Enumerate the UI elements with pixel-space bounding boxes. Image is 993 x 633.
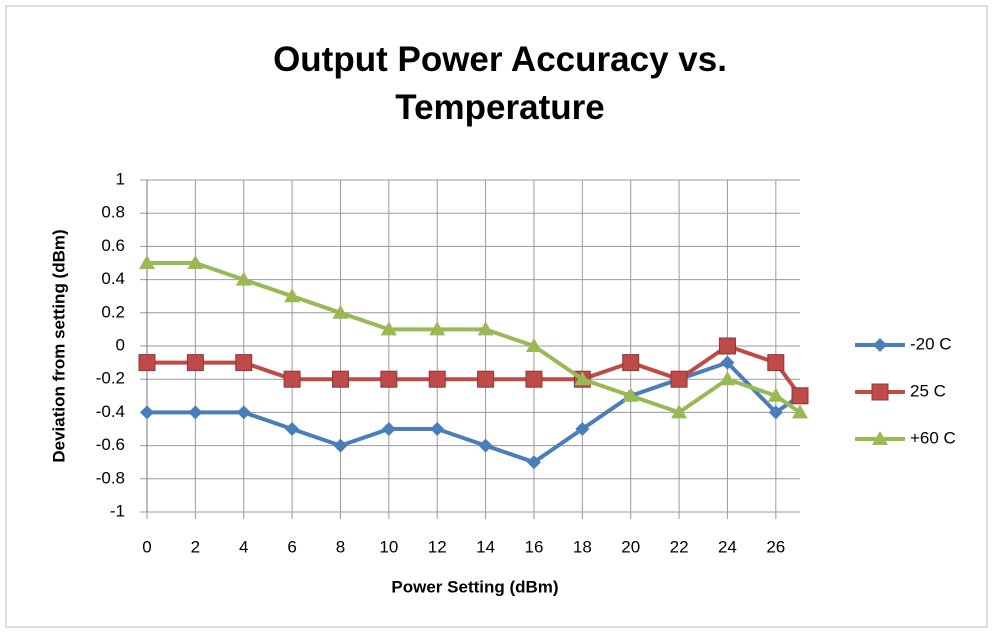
- point: [526, 455, 541, 470]
- point: [767, 354, 785, 372]
- chart-border: [5, 5, 988, 628]
- point: [792, 404, 808, 419]
- point: [525, 370, 543, 388]
- y-tick-label: 0.2: [101, 302, 125, 321]
- point: [622, 387, 639, 402]
- x-tick-label: 2: [191, 537, 200, 556]
- x-tick-label: 26: [766, 537, 785, 556]
- y-tick-label: -1: [110, 501, 125, 520]
- point: [768, 405, 783, 420]
- point: [332, 304, 349, 319]
- point: [381, 422, 396, 436]
- point: [670, 370, 688, 388]
- point: [188, 405, 203, 420]
- point: [719, 371, 736, 386]
- point: [235, 271, 252, 286]
- y-tick-label: -0.6: [96, 435, 125, 454]
- x-tick-label: 24: [718, 537, 737, 556]
- point: [380, 370, 398, 388]
- point: [574, 371, 591, 386]
- x-tick-label: 10: [379, 537, 398, 556]
- point: [718, 337, 736, 355]
- point: [575, 422, 590, 436]
- x-tick-label: 8: [336, 537, 345, 556]
- point: [139, 255, 155, 269]
- point: [333, 438, 348, 453]
- x-tick-label: 16: [525, 537, 544, 556]
- point: [478, 438, 493, 453]
- point: [525, 338, 542, 352]
- y-tick-label: 0.8: [101, 203, 125, 222]
- point: [791, 387, 809, 405]
- x-tick-label: 4: [239, 537, 248, 556]
- point: [671, 404, 688, 419]
- x-tick-label: 20: [621, 537, 640, 556]
- point: [236, 405, 251, 420]
- point: [429, 321, 446, 336]
- y-tick-label: 1: [116, 169, 125, 188]
- point: [767, 387, 784, 402]
- y-tick-label: 0.4: [101, 269, 125, 288]
- point: [331, 370, 349, 388]
- point: [380, 321, 397, 336]
- point: [477, 370, 495, 388]
- legend-marker: [873, 338, 887, 352]
- y-tick-label: -0.8: [96, 468, 125, 487]
- point: [138, 354, 156, 372]
- x-axis-label: Power Setting (dBm): [391, 577, 558, 596]
- x-tick-label: 6: [287, 537, 296, 556]
- legend-label: +60 C: [910, 428, 956, 447]
- x-tick-label: 18: [573, 537, 592, 556]
- x-tick-label: 22: [670, 537, 689, 556]
- y-axis-label: Deviation from setting (dBm): [49, 229, 68, 462]
- y-tick-label: -0.2: [96, 369, 125, 388]
- point: [235, 354, 253, 372]
- x-tick-label: 0: [142, 537, 151, 556]
- legend-marker: [872, 431, 888, 445]
- point: [428, 370, 446, 388]
- y-tick-label: 0: [116, 335, 125, 354]
- point: [720, 355, 735, 370]
- point: [284, 288, 301, 303]
- point: [430, 422, 445, 436]
- point: [285, 422, 300, 436]
- point: [622, 354, 640, 372]
- legend-marker: [871, 383, 889, 401]
- point: [477, 321, 494, 336]
- point: [283, 370, 301, 388]
- legend-label: -20 C: [910, 334, 952, 353]
- x-tick-label: 12: [428, 537, 447, 556]
- point: [186, 354, 204, 372]
- x-tick-label: 14: [476, 537, 495, 556]
- legend-label: 25 C: [910, 381, 946, 400]
- point: [140, 405, 154, 420]
- y-tick-label: 0.6: [101, 236, 125, 255]
- y-tick-label: -0.4: [96, 402, 125, 421]
- chart-title: Output Power Accuracy vs. Temperature: [273, 40, 727, 127]
- point: [187, 255, 204, 269]
